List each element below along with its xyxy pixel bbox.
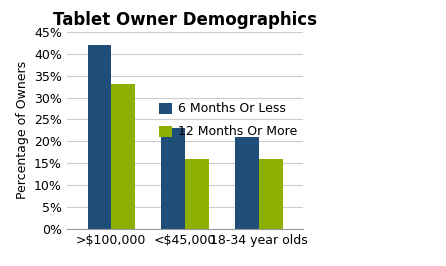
Bar [235, 137, 259, 229]
Bar [87, 45, 111, 229]
Legend: 6 Months Or Less, 12 Months Or More: 6 Months Or Less, 12 Months Or More [159, 102, 297, 139]
Bar [259, 159, 283, 229]
Bar [111, 84, 135, 229]
Y-axis label: Percentage of Owners: Percentage of Owners [16, 61, 29, 200]
Bar [161, 128, 185, 229]
Title: Tablet Owner Demographics: Tablet Owner Demographics [53, 11, 317, 29]
Bar [185, 159, 209, 229]
